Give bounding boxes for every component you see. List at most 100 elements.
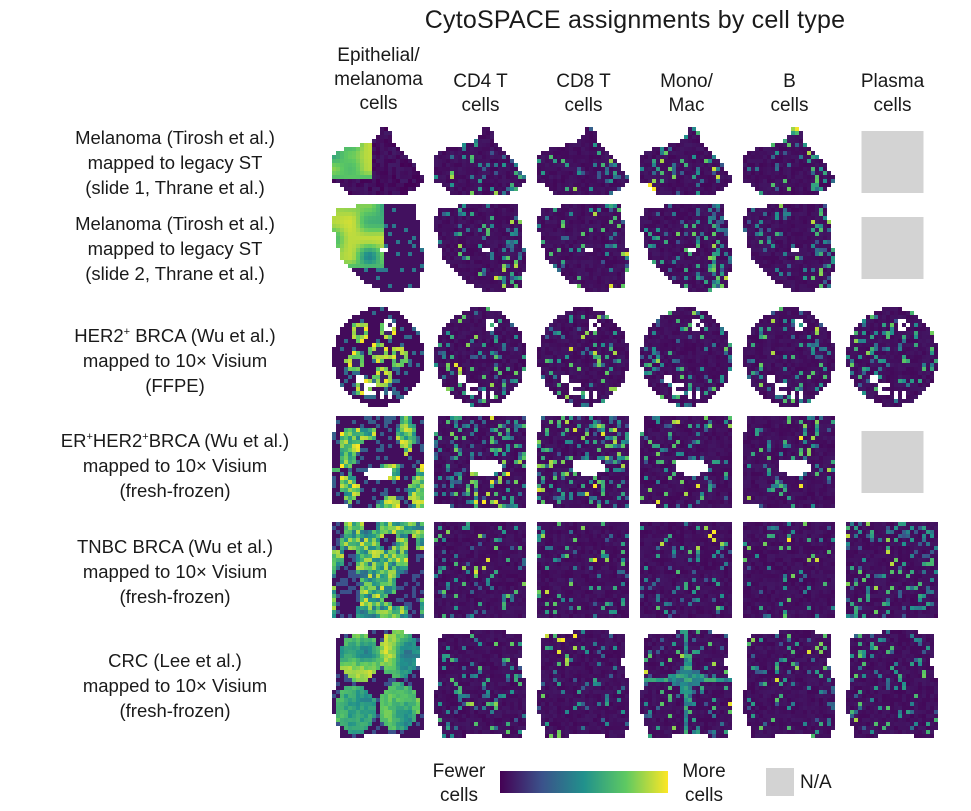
spot [565,264,569,268]
spot [545,175,549,179]
spot [597,395,601,399]
spot [474,327,478,331]
spot [573,363,577,367]
spot [458,212,462,216]
spot [412,375,416,379]
spot [648,339,652,343]
spot [498,272,502,276]
spot [446,244,450,248]
spot [392,212,396,216]
spot [506,187,510,191]
spot [561,335,565,339]
spot [589,147,593,151]
spot [340,163,344,167]
spot [494,232,498,236]
spot [384,391,388,395]
spot [462,311,466,315]
spot [751,244,755,248]
spot [704,331,708,335]
spot [775,183,779,187]
spot [573,311,577,315]
spot [498,327,502,331]
spot [486,264,490,268]
spot [688,311,692,315]
spot [787,220,791,224]
spot [569,163,573,167]
spot [660,240,664,244]
spot [625,252,629,256]
spot [640,159,644,163]
spot [795,151,799,155]
spot [396,327,400,331]
spot [684,272,688,276]
spot [396,256,400,260]
spot [514,371,518,375]
spot [541,228,545,232]
spot [498,264,502,268]
spot [400,272,404,276]
spot [510,383,514,387]
spot [553,240,557,244]
spot [648,371,652,375]
spot [372,179,376,183]
spot [502,355,506,359]
spot [360,367,364,371]
spot [700,171,704,175]
spot [569,280,573,284]
spot [605,284,609,288]
spot [763,151,767,155]
spot [434,175,438,179]
spot [581,167,585,171]
spot [478,260,482,264]
spot [478,391,482,395]
spot [364,236,368,240]
spot [601,179,605,183]
spot [775,252,779,256]
spot [340,171,344,175]
spot [360,248,364,252]
spot [565,323,569,327]
spot [462,399,466,403]
spot [803,280,807,284]
spot [700,240,704,244]
spot [795,163,799,167]
spot [617,280,621,284]
spot [668,232,672,236]
spot [668,248,672,252]
spot [380,276,384,280]
spot [412,280,416,284]
spot [486,268,490,272]
spot [450,171,454,175]
spot [700,163,704,167]
spot [807,272,811,276]
spot [458,183,462,187]
spot [400,151,404,155]
spot [541,240,545,244]
spot [372,264,376,268]
spot [700,319,704,323]
spot [344,359,348,363]
spot [593,284,597,288]
spot [561,272,565,276]
spot [384,163,388,167]
spot [482,191,486,195]
spot [474,347,478,351]
spot [537,228,541,232]
spot [490,204,494,208]
spot [676,319,680,323]
spot [384,208,388,212]
spot [700,315,704,319]
spot [553,347,557,351]
spot [344,383,348,387]
spot [384,264,388,268]
spot [352,343,356,347]
spot [811,155,815,159]
spot [454,383,458,387]
spot [819,171,823,175]
spot [589,127,593,131]
spot [680,335,684,339]
spot [621,375,625,379]
spot [470,236,474,240]
spot [466,212,470,216]
spot [502,155,506,159]
